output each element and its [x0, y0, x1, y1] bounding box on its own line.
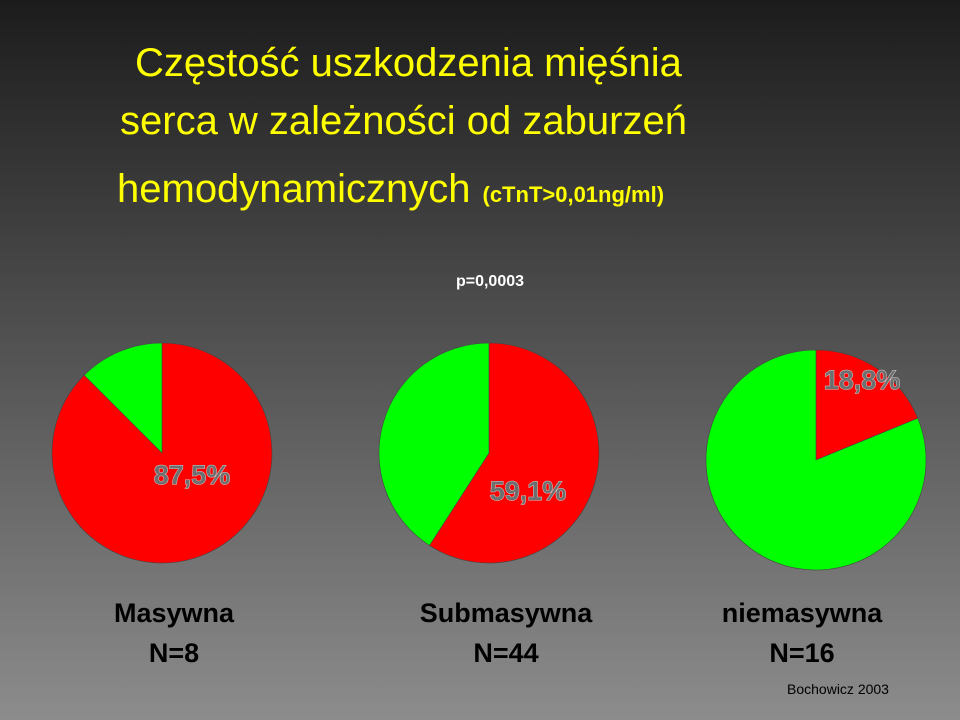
- pie-slice: [705, 349, 927, 571]
- pie-subtitle: N=16: [769, 638, 834, 668]
- source: Bochowicz 2003: [787, 681, 889, 697]
- value-label: 18,8%: [824, 365, 901, 395]
- pie-title: niemasywna: [722, 598, 884, 628]
- value-label: 87,5%: [154, 460, 231, 490]
- pie-slice: [378, 342, 490, 546]
- title-line: hemodynamicznych (cTnT>0,01ng/ml): [117, 167, 664, 211]
- title-line: serca w zależności od zaburzeń: [120, 99, 687, 143]
- pie-title: Submasywna: [420, 598, 594, 628]
- title-line: hemodynamicznych: [117, 167, 471, 211]
- pie-slice: [815, 349, 919, 461]
- pie-subtitle: N=44: [473, 638, 538, 668]
- pie-slice: [429, 342, 600, 564]
- p-value: p=0,0003: [456, 273, 524, 290]
- pie-subtitle: N=8: [149, 638, 199, 668]
- title-line: Częstość uszkodzenia mięśnia: [135, 41, 683, 85]
- pie-slice: [83, 342, 163, 454]
- pie-title: Masywna: [114, 598, 235, 628]
- value-label: 59,1%: [490, 476, 567, 506]
- title-note: (cTnT>0,01ng/ml): [483, 182, 665, 207]
